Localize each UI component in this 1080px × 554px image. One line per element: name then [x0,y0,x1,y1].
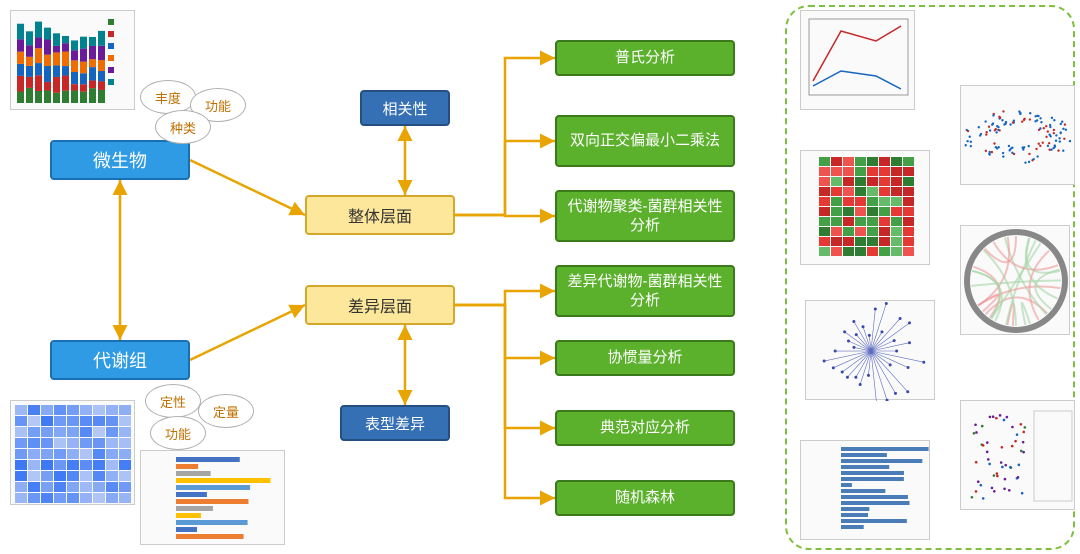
ellipse-bot-2: 功能 [150,416,206,450]
node-correlation: 相关性 [360,90,450,126]
ellipse-bot-0: 定性 [145,384,201,418]
thumb-chord [960,225,1070,335]
node-method-6: 随机森林 [555,480,735,516]
node-method-2: 代谢物聚类-菌群相关性分析 [555,190,735,242]
node-method-0: 普氏分析 [555,40,735,76]
ellipse-bot-1: 定量 [198,394,254,428]
node-method-3: 差异代谢物-菌群相关性分析 [555,265,735,317]
node-method-4: 协惯量分析 [555,340,735,376]
thumb-hbar [800,440,930,540]
node-overall-level: 整体层面 [305,195,455,235]
ellipse-top-0: 丰度 [140,80,196,114]
thumb-line-chart [800,10,915,110]
thumb-scatter-oval [960,85,1075,185]
node-method-1: 双向正交偏最小二乘法 [555,115,735,167]
node-phenotype-diff: 表型差异 [340,405,450,441]
thumb-stacked-bar [10,10,135,110]
node-metabolome: 代谢组 [50,340,190,380]
node-diff-level: 差异层面 [305,285,455,325]
thumb-network [805,300,935,400]
thumb-heatmap-blue [10,400,135,505]
node-microbiome: 微生物 [50,140,190,180]
thumb-scatter-legend [960,400,1075,510]
thumb-heatmap-rg [800,150,930,265]
ellipse-top-2: 种类 [155,110,211,144]
thumb-bar-small [140,450,285,545]
node-method-5: 典范对应分析 [555,410,735,446]
